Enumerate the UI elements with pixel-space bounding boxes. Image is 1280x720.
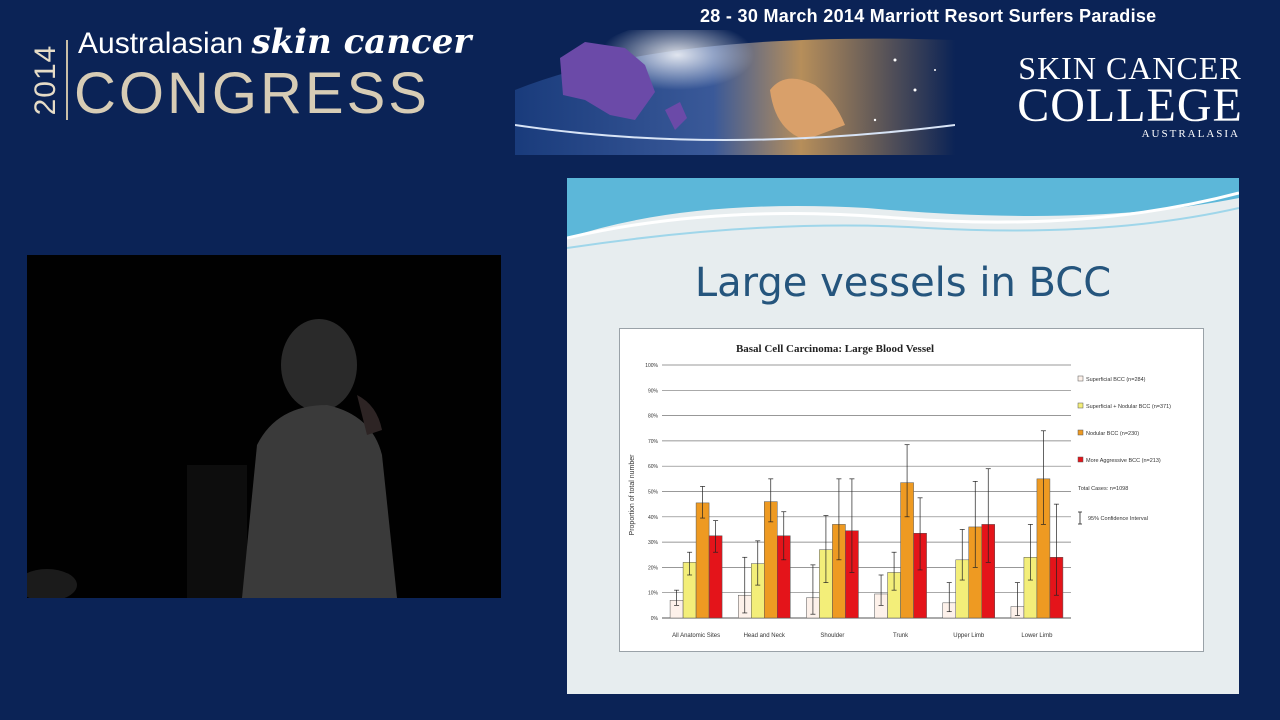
total-cases-note: Total Cases: n=1098 [1078,486,1128,492]
congress-title-bottom: CONGRESS [74,61,430,126]
y-tick-label: 30% [648,540,659,546]
chart-title: Basal Cell Carcinoma: Large Blood Vessel [736,343,934,355]
x-tick-label: Shoulder [820,633,844,639]
bar [695,502,710,619]
slide-title: Large vessels in BCC [694,260,1112,306]
y-tick-label: 80% [648,414,659,420]
legend-label: Nodular BCC (n=230) [1086,431,1139,437]
skin-cancer-college-logo: SKIN CANCER COLLEGE AUSTRALASIA [1010,52,1250,140]
congress-banner-image [515,30,955,155]
australia-map-shape [560,42,655,120]
y-tick-label: 60% [648,464,659,470]
legend-swatch [1077,375,1084,382]
y-tick-label: 40% [648,515,659,521]
college-line1: SKIN CANCER [1018,50,1242,86]
year-divider [66,40,68,120]
x-tick-label: Lower Limb [1021,633,1053,639]
ci-legend-label: 95% Confidence Interval [1088,516,1148,522]
legend-swatch [1077,456,1084,463]
y-tick-label: 10% [648,591,659,597]
y-tick-label: 20% [648,565,659,571]
college-line3: AUSTRALASIA [1141,128,1240,140]
congress-title-plain: Australasian [78,27,244,60]
x-tick-label: Trunk [893,633,909,639]
legend-label: More Aggressive BCC (n=213) [1086,458,1161,464]
congress-title-top: Australasian skin cancer [78,22,471,62]
bar-chart: Basal Cell Carcinoma: Large Blood Vessel… [629,343,1171,639]
slide-wave-decoration [567,178,1239,249]
speaker-video [27,255,501,598]
y-tick-label: 0% [651,616,659,622]
y-tick-label: 50% [648,490,659,496]
y-tick-label: 90% [648,388,659,394]
x-tick-label: All Anatomic Sites [672,633,720,639]
y-tick-label: 100% [645,363,658,369]
chart-container: Basal Cell Carcinoma: Large Blood Vessel… [619,328,1204,652]
y-axis-label: Proportion of total number [629,454,636,536]
congress-title-script: skin cancer [251,22,472,62]
event-date-location: 28 - 30 March 2014 Marriott Resort Surfe… [700,6,1157,26]
college-line2: COLLEGE [1017,79,1243,132]
legend-swatch [1077,402,1084,409]
y-tick-label: 70% [648,439,659,445]
legend-label: Superficial BCC (n=284) [1086,377,1146,383]
x-tick-label: Upper Limb [953,633,985,639]
legend-label: Superficial + Nodular BCC (n=371) [1086,404,1171,410]
congress-year: 2014 [29,44,62,116]
speaker-silhouette [27,319,397,598]
x-tick-label: Head and Neck [744,633,786,639]
legend-swatch [1077,429,1084,436]
